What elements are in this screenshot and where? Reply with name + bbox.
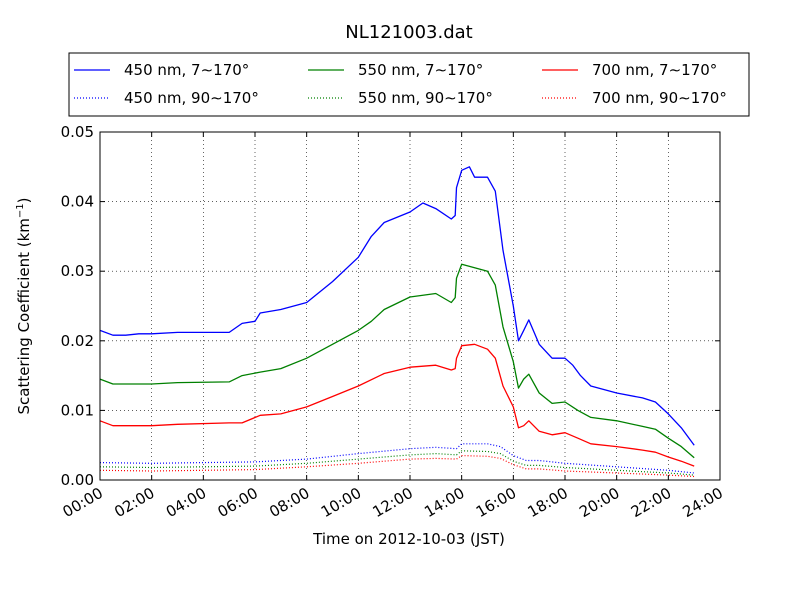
chart-title: NL121003.dat	[345, 22, 472, 43]
legend-label-4: 450 nm, 90∼170°	[124, 89, 259, 107]
series-line-6	[99, 455, 695, 478]
series-lines	[99, 166, 695, 478]
y-axis-label: Scattering Coefficient (km−1)	[15, 197, 33, 414]
y-tick-label: 0.00	[61, 471, 94, 489]
legend-label-1: 450 nm, 7∼170°	[124, 61, 249, 79]
y-tick-label: 0.04	[61, 193, 94, 211]
series-line-5	[99, 450, 695, 476]
legend-label-5: 550 nm, 90∼170°	[358, 89, 493, 107]
series-line-3	[99, 343, 695, 467]
y-axis-label-end: )	[15, 197, 33, 203]
legend-label-3: 700 nm, 7∼170°	[592, 61, 717, 79]
series-line-1	[99, 166, 695, 446]
y-tick-label: 0.05	[61, 123, 94, 141]
legend: 450 nm, 7∼170° 550 nm, 7∼170° 700 nm, 7∼17…	[68, 52, 750, 117]
series-line-2	[99, 263, 695, 459]
series-line-4	[99, 443, 695, 474]
y-axis-label-superscript: −1	[15, 203, 26, 218]
x-axis-label: Time on 2012-10-03 (JST)	[312, 530, 505, 548]
y-tick-label: 0.03	[61, 262, 94, 280]
legend-label-6: 700 nm, 90∼170°	[592, 89, 727, 107]
y-axis: 0.00 0.01 0.02 0.03 0.04 0.05	[61, 123, 720, 489]
grid	[100, 132, 720, 480]
y-axis-label-main: Scattering Coefficient (km	[15, 218, 33, 414]
y-tick-label: 0.01	[61, 401, 94, 419]
legend-label-2: 550 nm, 7∼170°	[358, 61, 483, 79]
y-tick-label: 0.02	[61, 332, 94, 350]
legend-box	[68, 52, 750, 117]
